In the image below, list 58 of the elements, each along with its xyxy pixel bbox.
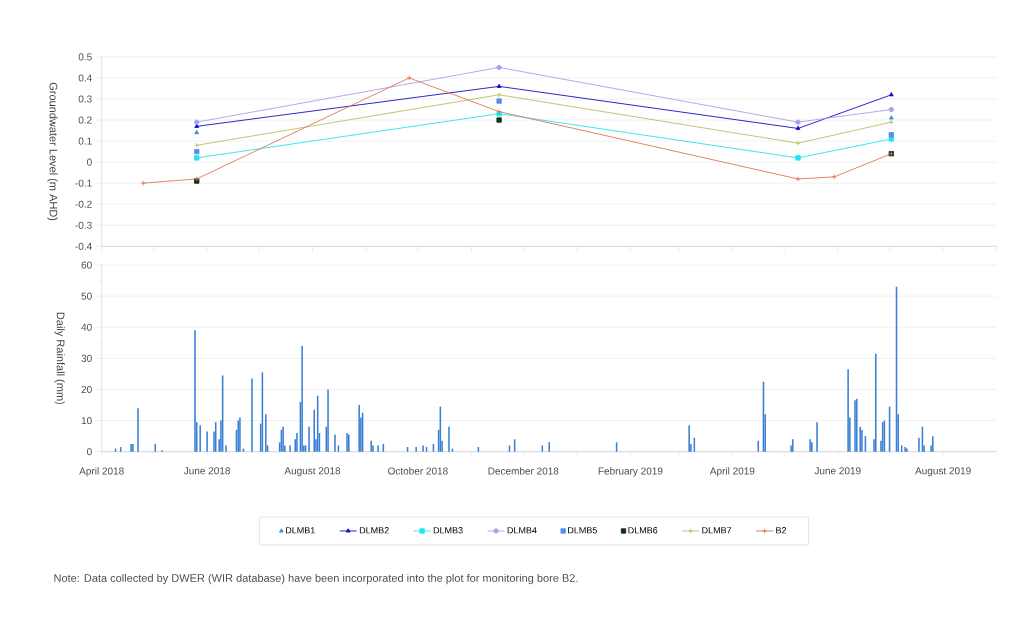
point (496, 83, 502, 88)
point (194, 123, 200, 128)
y-tick-label: -0.2 (75, 200, 92, 208)
y-tick-label: 60 (81, 261, 92, 269)
point (194, 119, 200, 125)
y-tick-label: 0 (87, 158, 92, 166)
legend-label: DLMB2 (359, 527, 389, 534)
y-axis-title: Daily Rainfall (mm) (54, 312, 65, 405)
point (194, 155, 200, 161)
y-tick-label: 20 (81, 385, 92, 394)
legend-label: DLMB7 (702, 527, 732, 534)
y-axis-title: Groundwater Level (m AHD) (47, 82, 58, 221)
legend-label: B2 (776, 527, 787, 534)
legend-label: DLMB1 (285, 527, 315, 534)
point (888, 92, 894, 97)
x-tick-label: April 2018 (79, 467, 124, 477)
point (888, 106, 894, 113)
point (831, 174, 837, 180)
y-tick-label: -0.1 (75, 179, 92, 187)
text: Note: Data collected by DWER (WIR database) have been incorporated into the plot for monitoring bore B2. (54, 573, 578, 585)
y-tick-label: 0 (87, 448, 92, 456)
y-tick-label: 10 (81, 417, 92, 425)
y-tick-label: 30 (81, 354, 92, 362)
x-tick-label: June 2018 (183, 467, 230, 475)
point (795, 119, 801, 125)
point (795, 125, 801, 130)
x-tick-label: December 2018 (488, 467, 559, 475)
point (406, 75, 412, 81)
point (888, 132, 894, 138)
point (194, 130, 200, 135)
y-tick-label: 0.5 (78, 53, 92, 61)
point (888, 115, 894, 120)
x-tick-label: April 2019 (709, 467, 755, 477)
point (795, 176, 801, 182)
legend-label: DLMB6 (628, 527, 658, 534)
point (496, 92, 502, 98)
y-tick-label: 0.3 (78, 95, 92, 103)
y-tick-label: 0.4 (78, 74, 92, 82)
point (194, 148, 200, 155)
legend-label: DLMB5 (568, 527, 597, 534)
y-tick-label: 0.1 (78, 137, 92, 145)
x-tick-label: June 2019 (814, 467, 861, 475)
x-tick-label: October 2018 (388, 467, 448, 475)
y-tick-label: 0.2 (78, 116, 92, 124)
point (795, 140, 801, 146)
x-tick-label: August 2019 (915, 467, 971, 477)
point (795, 155, 801, 161)
point (496, 64, 502, 71)
y-tick-label: 50 (81, 292, 92, 300)
y-tick-label: 40 (81, 323, 92, 331)
x-tick-label: February 2019 (598, 467, 663, 477)
point (496, 98, 502, 104)
point (496, 117, 502, 123)
y-tick-label: -0.3 (75, 221, 92, 229)
x-tick-label: August 2018 (284, 467, 341, 477)
y-tick-label: -0.4 (75, 242, 92, 250)
legend-label: DLMB4 (507, 527, 537, 534)
legend-label: DLMB3 (433, 527, 463, 534)
